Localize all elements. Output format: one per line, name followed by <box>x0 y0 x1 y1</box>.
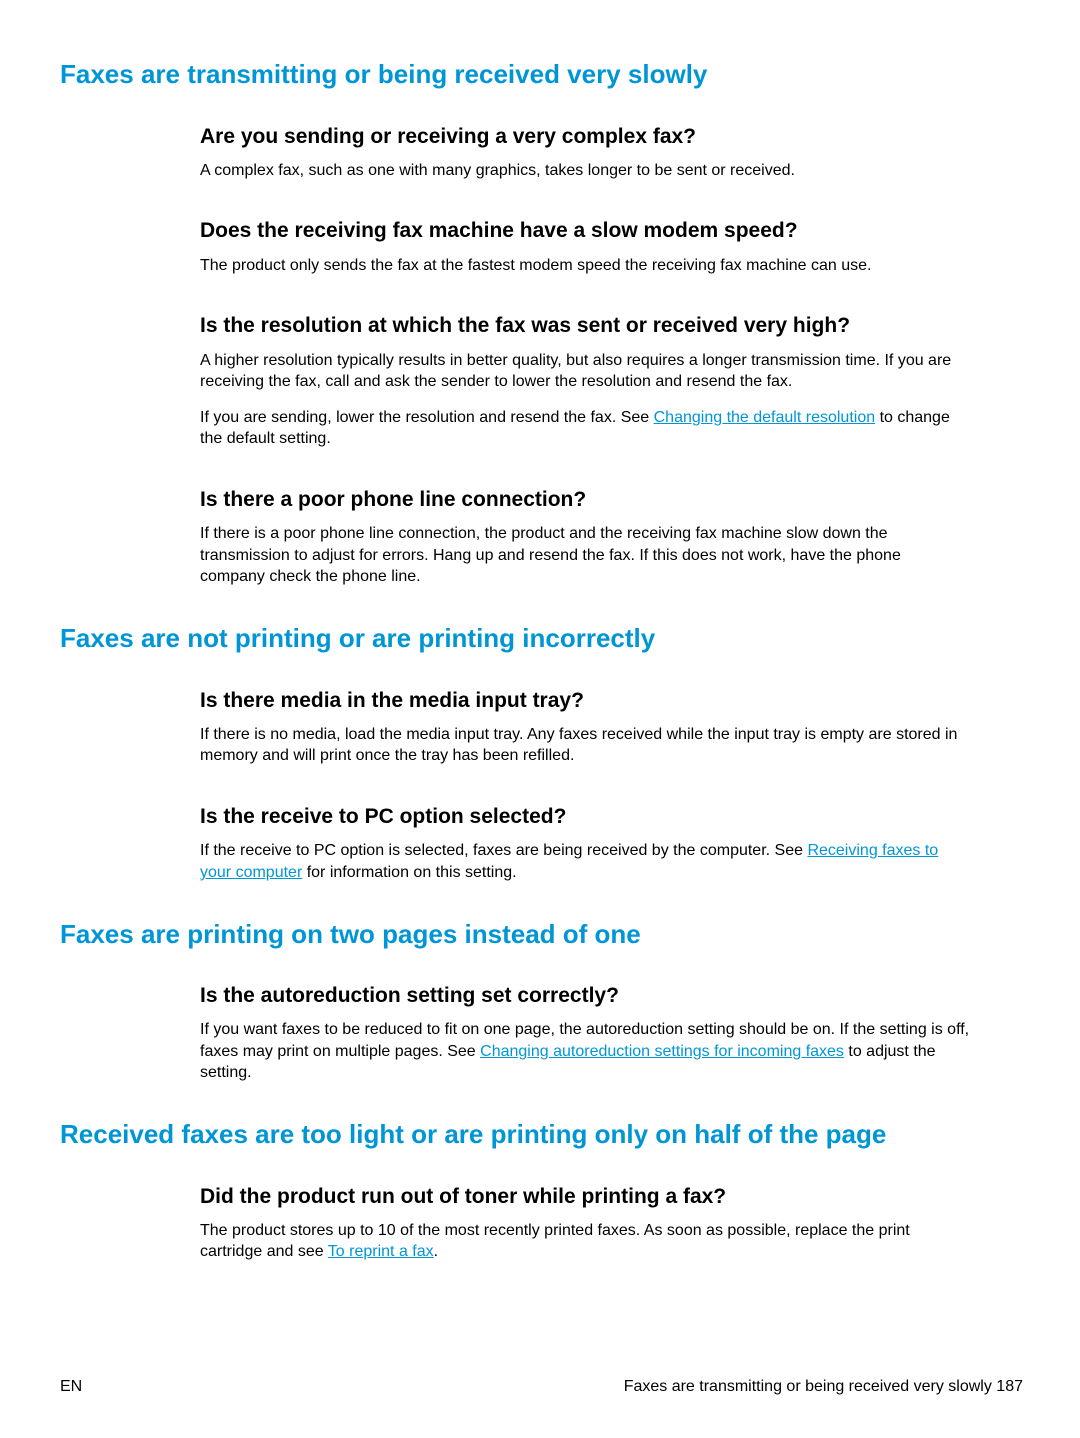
cross-reference-link[interactable]: Changing the default resolution <box>654 409 876 426</box>
subsection: Is the resolution at which the fax was s… <box>60 312 1023 450</box>
footer-right-text: Faxes are transmitting or being received… <box>624 1378 992 1395</box>
paragraph: If you are sending, lower the resolution… <box>200 407 970 450</box>
subsection-heading: Does the receiving fax machine have a sl… <box>200 217 1023 244</box>
footer-right: Faxes are transmitting or being received… <box>624 1378 1023 1396</box>
section-title: Faxes are not printing or are printing i… <box>60 622 1023 655</box>
paragraph: A complex fax, such as one with many gra… <box>200 160 970 182</box>
subsection-heading: Did the product run out of toner while p… <box>200 1183 1023 1210</box>
paragraph: A higher resolution typically results in… <box>200 350 970 393</box>
subsection: Did the product run out of toner while p… <box>60 1183 1023 1263</box>
paragraph-text: A higher resolution typically results in… <box>200 352 951 391</box>
paragraph-text: A complex fax, such as one with many gra… <box>200 162 795 179</box>
subsection-heading: Is the receive to PC option selected? <box>200 803 1023 830</box>
paragraph-text: If there is no media, load the media inp… <box>200 726 957 765</box>
paragraph-post-text: . <box>434 1243 438 1260</box>
subsection: Is there media in the media input tray? I… <box>60 687 1023 767</box>
paragraph: The product only sends the fax at the fa… <box>200 255 970 277</box>
subsection: Is there a poor phone line connection? If… <box>60 486 1023 588</box>
paragraph-pre-text: If the receive to PC option is selected,… <box>200 842 807 859</box>
paragraph-pre-text: The product stores up to 10 of the most … <box>200 1222 910 1261</box>
cross-reference-link[interactable]: To reprint a fax <box>328 1243 434 1260</box>
paragraph: If the receive to PC option is selected,… <box>200 840 970 883</box>
section-title: Faxes are transmitting or being received… <box>60 58 1023 91</box>
major-section: Faxes are printing on two pages instead … <box>60 918 1023 1085</box>
cross-reference-link[interactable]: Changing autoreduction settings for inco… <box>480 1043 844 1060</box>
paragraph: If there is no media, load the media inp… <box>200 724 970 767</box>
subsection-heading: Are you sending or receiving a very comp… <box>200 123 1023 150</box>
major-section: Faxes are transmitting or being received… <box>60 58 1023 588</box>
section-title: Faxes are printing on two pages instead … <box>60 918 1023 951</box>
paragraph-text: If there is a poor phone line connection… <box>200 525 901 585</box>
subsection-heading: Is the resolution at which the fax was s… <box>200 312 1023 339</box>
page-footer: EN Faxes are transmitting or being recei… <box>60 1378 1023 1396</box>
paragraph: If there is a poor phone line connection… <box>200 523 970 588</box>
footer-page-number: 187 <box>996 1378 1023 1395</box>
subsection-heading: Is the autoreduction setting set correct… <box>200 982 1023 1009</box>
subsection: Is the receive to PC option selected? If … <box>60 803 1023 883</box>
footer-left: EN <box>60 1378 82 1396</box>
major-section: Faxes are not printing or are printing i… <box>60 622 1023 883</box>
paragraph: The product stores up to 10 of the most … <box>200 1220 970 1263</box>
section-title: Received faxes are too light or are prin… <box>60 1118 1023 1151</box>
paragraph-post-text: for information on this setting. <box>302 864 516 881</box>
subsection: Are you sending or receiving a very comp… <box>60 123 1023 182</box>
subsection-heading: Is there a poor phone line connection? <box>200 486 1023 513</box>
paragraph-pre-text: If you are sending, lower the resolution… <box>200 409 654 426</box>
subsection-heading: Is there media in the media input tray? <box>200 687 1023 714</box>
subsection: Does the receiving fax machine have a sl… <box>60 217 1023 276</box>
subsection: Is the autoreduction setting set correct… <box>60 982 1023 1084</box>
paragraph: If you want faxes to be reduced to fit o… <box>200 1019 970 1084</box>
paragraph-text: The product only sends the fax at the fa… <box>200 257 872 274</box>
document-body: Faxes are transmitting or being received… <box>60 58 1023 1263</box>
major-section: Received faxes are too light or are prin… <box>60 1118 1023 1263</box>
